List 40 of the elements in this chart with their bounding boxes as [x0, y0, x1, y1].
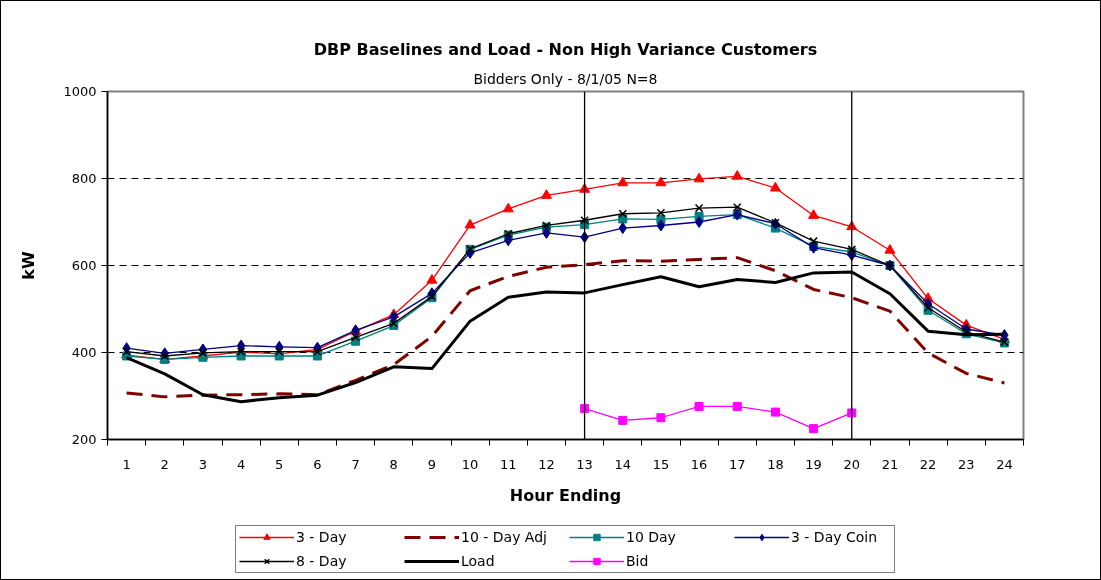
y-tick-label: 600 — [71, 258, 97, 273]
x-tick-label: 12 — [538, 456, 555, 472]
legend-label: 3 - Day Coin — [791, 529, 879, 545]
x-tick-label: 6 — [313, 456, 322, 472]
x-tick-label: 3 — [198, 456, 208, 472]
x-tick-label: 14 — [614, 456, 632, 472]
x-axis-title: Hour Ending — [509, 485, 622, 505]
x-tick-label: 22 — [919, 456, 937, 472]
x-tick-label: 1 — [122, 456, 131, 472]
x-tick-label: 23 — [957, 456, 975, 472]
x-tick-label: 5 — [275, 456, 284, 472]
legend-label: 10 - Day Adj — [461, 529, 548, 545]
y-tick-label: 1000 — [63, 84, 97, 99]
x-tick-label: 10 — [461, 456, 479, 472]
x-tick-label: 18 — [767, 456, 784, 472]
x-tick-label: 7 — [351, 456, 360, 472]
x-tick-label: 24 — [996, 456, 1013, 472]
x-tick-label: 15 — [652, 456, 670, 472]
x-tick-label: 9 — [427, 456, 437, 472]
x-tick-label: 4 — [236, 456, 246, 472]
legend-label: 8 - Day — [296, 553, 348, 569]
chart-subtitle: Bidders Only - 8/1/05 N=8 — [473, 70, 658, 87]
x-tick-label: 11 — [499, 456, 517, 472]
x-tick-label: 13 — [576, 456, 593, 472]
x-tick-label: 21 — [881, 456, 899, 472]
y-tick-label: 200 — [71, 432, 97, 447]
x-tick-label: 16 — [690, 456, 708, 472]
x-tick-label: 19 — [805, 456, 822, 472]
legend-label: 3 - Day — [296, 529, 348, 545]
legend-label: Bid — [626, 553, 650, 569]
x-tick-label: 20 — [843, 456, 861, 472]
y-tick-label: 400 — [71, 345, 97, 360]
y-axis-title: kW — [19, 251, 39, 280]
y-tick-label: 800 — [71, 171, 97, 186]
x-tick-label: 17 — [728, 456, 746, 472]
x-tick-label: 8 — [389, 456, 398, 472]
chart-title: DBP Baselines and Load - Non High Variance Customers — [313, 39, 818, 59]
x-tick-label: 2 — [160, 456, 169, 472]
legend-label: Load — [461, 553, 496, 569]
legend-label: 10 Day — [626, 529, 677, 545]
